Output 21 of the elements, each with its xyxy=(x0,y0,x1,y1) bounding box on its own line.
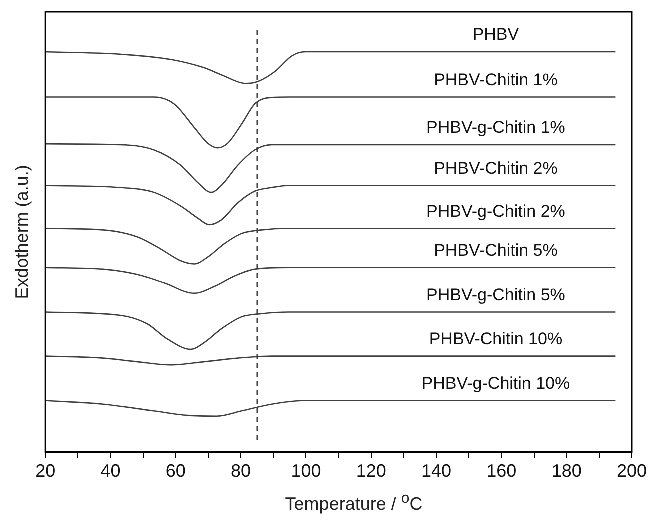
series-label: PHBV xyxy=(472,25,520,44)
x-tick-label: 20 xyxy=(36,461,56,482)
series-label: PHBV-Chitin 5% xyxy=(434,241,558,260)
series-label: PHBV-g-Chitin 10% xyxy=(422,374,570,393)
x-tick-label: 100 xyxy=(291,461,322,482)
x-tick-label: 40 xyxy=(100,461,121,482)
series-label: PHBV-g-Chitin 5% xyxy=(426,285,566,304)
series-label: PHBV-Chitin 1% xyxy=(434,70,558,90)
x-tick-label: 160 xyxy=(486,461,517,482)
x-tick-label: 60 xyxy=(166,461,186,482)
series-label: PHBV-Chitin 2% xyxy=(434,158,558,178)
x-tick-label: 180 xyxy=(552,461,582,482)
y-axis-title: Exdotherm (a.u.) xyxy=(12,165,32,300)
x-tick-label: 80 xyxy=(231,461,252,482)
x-tick-label: 200 xyxy=(616,461,648,482)
x-tick-label: 140 xyxy=(422,461,452,482)
series-label: PHBV-g-Chitin 2% xyxy=(426,202,566,221)
x-tick-label: 120 xyxy=(356,461,386,482)
x-axis-title: Temperature / $^{o}$C xyxy=(284,490,424,515)
series-label: PHBV-g-Chitin 1% xyxy=(426,118,566,138)
series-label: PHBV-Chitin 10% xyxy=(429,330,563,348)
